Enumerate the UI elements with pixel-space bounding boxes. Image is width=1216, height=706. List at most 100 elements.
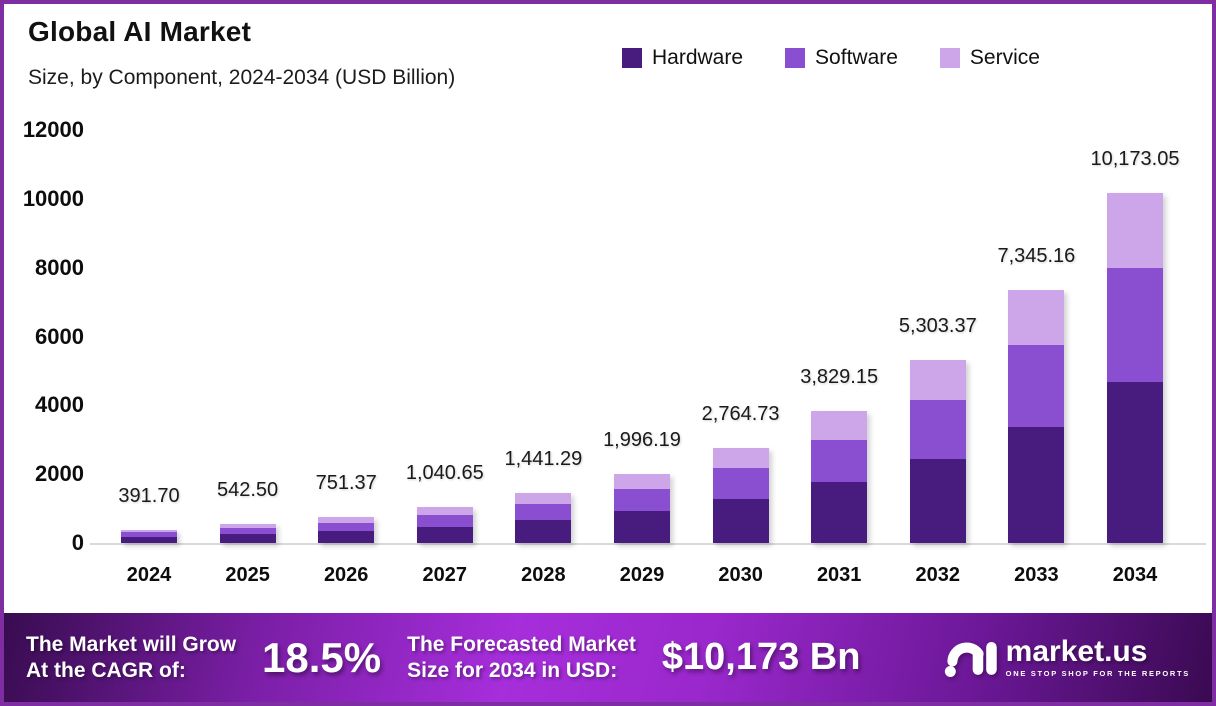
bar-segment-software-2028 bbox=[515, 504, 572, 521]
x-axis-label-2034: 2034 bbox=[1112, 564, 1158, 586]
bar-segment-service-2031 bbox=[811, 411, 868, 440]
page-title: Global AI Market bbox=[28, 16, 252, 47]
bar-segment-hardware-2030 bbox=[712, 499, 769, 543]
bar-segment-service-2027 bbox=[416, 507, 473, 515]
bar-value-label-2030: 2,764.73 bbox=[701, 402, 780, 425]
cagr-value: 18.5% bbox=[262, 633, 382, 681]
bar-segment-hardware-2026 bbox=[318, 531, 375, 543]
hardware-swatch-icon bbox=[622, 48, 642, 68]
forecast-label: The Forecasted Market Size for 2034 in U… bbox=[407, 632, 636, 684]
bar-segment-software-2032 bbox=[909, 399, 966, 460]
bar-segment-service-2026 bbox=[318, 517, 375, 523]
forecast-label-line1: The Forecasted Market bbox=[407, 632, 636, 656]
x-axis-label-2024: 2024 bbox=[126, 564, 172, 586]
bar-segment-software-2026 bbox=[318, 522, 375, 532]
bar-segment-hardware-2027 bbox=[416, 526, 473, 543]
logo-text: market.us bbox=[1005, 635, 1148, 668]
bar-segment-hardware-2034 bbox=[1107, 381, 1163, 543]
footer-banner: The Market will Grow At the CAGR of: 18.… bbox=[4, 613, 1212, 702]
x-axis-line bbox=[90, 543, 1206, 545]
x-axis-label-2026: 2026 bbox=[323, 564, 369, 586]
bar-2029 bbox=[614, 474, 670, 543]
cagr-label: The Market will Grow At the CAGR of: bbox=[26, 632, 236, 684]
y-axis-tick-label: 12000 bbox=[22, 117, 84, 142]
bar-2031 bbox=[811, 411, 868, 543]
cagr-label-line1: The Market will Grow bbox=[26, 632, 237, 656]
bar-segment-service-2033 bbox=[1008, 290, 1065, 345]
bar-segment-service-2028 bbox=[515, 493, 572, 505]
bar-segment-hardware-2033 bbox=[1008, 426, 1065, 543]
legend-item-service: Service bbox=[939, 46, 1040, 70]
logo-tagline: ONE STOP SHOP FOR THE REPORTS bbox=[1005, 669, 1190, 678]
y-axis-tick-label: 8000 bbox=[35, 254, 84, 280]
bar-2027 bbox=[416, 507, 473, 543]
forecast-label-line2: Size for 2034 in USD: bbox=[407, 658, 618, 682]
page-subtitle: Size, by Component, 2024-2034 (USD Billi… bbox=[28, 66, 456, 89]
bar-2030 bbox=[712, 447, 769, 543]
bar-segment-software-2030 bbox=[712, 468, 769, 500]
forecast-value: $10,173 Bn bbox=[661, 636, 861, 678]
bar-2032 bbox=[909, 360, 966, 543]
bar-value-label-2031: 3,829.15 bbox=[800, 366, 879, 389]
bar-segment-service-2034 bbox=[1107, 192, 1163, 269]
legend-item-software: Software bbox=[785, 46, 898, 70]
bar-segment-hardware-2025 bbox=[219, 534, 276, 543]
bar-value-label-2027: 1,040.65 bbox=[405, 462, 484, 485]
x-axis-label-2031: 2031 bbox=[816, 564, 862, 586]
y-axis-tick-label: 10000 bbox=[22, 185, 84, 211]
bar-segment-hardware-2032 bbox=[909, 459, 966, 543]
bar-segment-service-2029 bbox=[614, 474, 670, 490]
bar-segment-service-2024 bbox=[121, 529, 177, 533]
bar-value-label-2026: 751.37 bbox=[315, 472, 377, 495]
bar-value-label-2029: 1,996.19 bbox=[603, 429, 681, 452]
bar-segment-service-2030 bbox=[712, 447, 769, 469]
bar-value-label-2025: 542.50 bbox=[217, 479, 279, 502]
x-axis-label-2030: 2030 bbox=[718, 564, 763, 586]
bar-segment-hardware-2031 bbox=[811, 482, 868, 543]
bar-value-label-2034: 10,173.05 bbox=[1090, 147, 1180, 170]
x-axis-label-2028: 2028 bbox=[521, 564, 566, 586]
bar-value-label-2032: 5,303.37 bbox=[898, 315, 977, 338]
bar-2034 bbox=[1107, 192, 1163, 543]
y-axis-tick-label: 2000 bbox=[35, 461, 84, 487]
marketus-logo-icon bbox=[944, 641, 997, 677]
marketus-logo: market.us ONE STOP SHOP FOR THE REPORTS bbox=[944, 635, 1190, 681]
x-axis-label-2027: 2027 bbox=[422, 564, 468, 586]
bar-segment-software-2034 bbox=[1107, 268, 1163, 382]
bar-2025 bbox=[219, 524, 276, 543]
service-swatch-icon bbox=[939, 48, 960, 68]
bar-segment-hardware-2029 bbox=[614, 511, 670, 543]
stacked-bar-chart: 0 2000 4000 6000 8000 10000 12000 391.70 2024 542… bbox=[4, 4, 1212, 613]
bar-segment-software-2024 bbox=[121, 532, 177, 537]
bar-value-label-2033: 7,345.16 bbox=[997, 245, 1076, 268]
x-axis-label-2029: 2029 bbox=[619, 564, 665, 586]
chart-legend: Hardware Software Service bbox=[622, 46, 1040, 70]
software-swatch-icon bbox=[785, 48, 806, 68]
bar-segment-service-2032 bbox=[909, 360, 966, 400]
bar-2028 bbox=[515, 493, 572, 543]
y-axis-tick-label: 0 bbox=[71, 530, 84, 555]
legend-label: Hardware bbox=[652, 46, 744, 69]
bar-segment-software-2025 bbox=[219, 528, 276, 535]
y-axis-tick-label: 4000 bbox=[35, 392, 84, 418]
bar-segment-hardware-2024 bbox=[121, 536, 177, 543]
cagr-label-line2: At the CAGR of: bbox=[26, 658, 186, 682]
legend-label: Software bbox=[815, 46, 898, 69]
bar-value-label-2024: 391.70 bbox=[118, 484, 180, 507]
bar-segment-software-2027 bbox=[416, 514, 473, 527]
bar-segment-software-2031 bbox=[811, 439, 868, 483]
bar-segment-software-2033 bbox=[1008, 344, 1065, 427]
legend-label: Service bbox=[969, 46, 1040, 69]
y-axis-tick-label: 6000 bbox=[35, 323, 84, 349]
bar-2033 bbox=[1008, 290, 1065, 543]
legend-item-hardware: Hardware bbox=[622, 46, 743, 70]
x-axis-label-2025: 2025 bbox=[225, 564, 270, 586]
x-axis-label-2032: 2032 bbox=[915, 564, 961, 586]
bar-value-label-2028: 1,441.29 bbox=[504, 448, 583, 471]
bar-2024 bbox=[121, 529, 177, 543]
bar-segment-software-2029 bbox=[614, 489, 670, 512]
bar-segment-hardware-2028 bbox=[515, 520, 572, 543]
bar-segment-service-2025 bbox=[219, 524, 276, 529]
x-axis-label-2033: 2033 bbox=[1014, 564, 1059, 586]
